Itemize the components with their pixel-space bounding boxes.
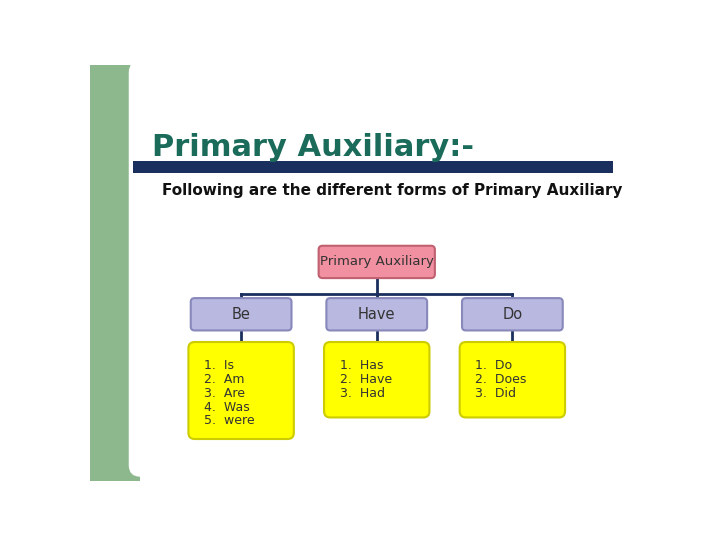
Text: 4.  Was: 4. Was (204, 401, 250, 414)
Bar (90, 65, 245, 153)
Text: 1.  Do: 1. Do (475, 359, 513, 372)
FancyBboxPatch shape (324, 342, 429, 417)
Text: Primary Auxiliary: Primary Auxiliary (320, 255, 433, 268)
Text: 3.  Did: 3. Did (475, 387, 516, 400)
Text: 1.  Is: 1. Is (204, 359, 234, 372)
FancyBboxPatch shape (462, 298, 563, 330)
FancyBboxPatch shape (191, 298, 292, 330)
Text: 5.  were: 5. were (204, 414, 255, 427)
Text: 3.  Are: 3. Are (204, 387, 245, 400)
Text: Do: Do (503, 307, 523, 322)
Text: Be: Be (232, 307, 251, 322)
FancyBboxPatch shape (326, 298, 427, 330)
FancyBboxPatch shape (459, 342, 565, 417)
Text: 1.  Has: 1. Has (340, 359, 383, 372)
FancyBboxPatch shape (319, 246, 435, 278)
Text: 3.  Had: 3. Had (340, 387, 384, 400)
Text: Have: Have (358, 307, 395, 322)
Text: 2.  Does: 2. Does (475, 373, 526, 386)
FancyBboxPatch shape (129, 61, 664, 477)
FancyBboxPatch shape (189, 342, 294, 439)
Text: 2.  Have: 2. Have (340, 373, 392, 386)
Bar (132, 161, 613, 173)
Text: Following are the different forms of Primary Auxiliary: Following are the different forms of Pri… (162, 183, 623, 198)
Text: 2.  Am: 2. Am (204, 373, 244, 386)
Text: Primary Auxiliary:-: Primary Auxiliary:- (152, 133, 474, 163)
Bar (90, 65, 140, 481)
